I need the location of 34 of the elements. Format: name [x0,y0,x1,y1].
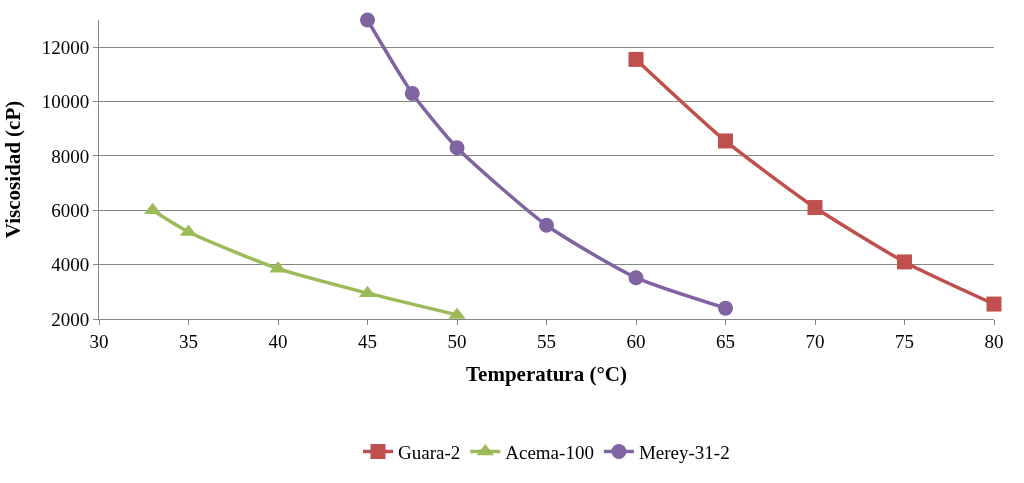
x-tick-label: 50 [447,330,467,352]
point [449,140,465,156]
y-tick-label: 6000 [51,199,90,221]
point [807,200,823,216]
y-tick-label: 8000 [51,145,90,167]
point [718,300,733,316]
x-tick-label: 65 [716,330,735,352]
point [144,202,162,215]
legend-label: Merey-31-2 [638,441,730,463]
y-tick-label: 12000 [41,36,90,58]
y-tick-label: 10000 [41,91,90,113]
x-axis-title: Temperatura (°C) [465,362,628,386]
point [539,217,554,233]
x-tick-label: 35 [179,330,198,352]
point [360,12,375,28]
x-tick-label: 30 [89,330,109,352]
point [718,133,733,149]
x-tick-label: 45 [358,330,377,352]
x-tick-label: 75 [895,330,914,352]
x-tick-label: 40 [268,330,288,352]
x-tick-label: 80 [984,330,1004,352]
x-tick-label: 70 [805,330,825,352]
point [986,296,1002,312]
legend-label: Acema-100 [505,441,594,463]
x-tick-label: 60 [626,330,646,352]
point [404,85,420,101]
point [628,51,644,67]
y-tick-label: 4000 [51,254,90,276]
y-tick-label: 2000 [51,308,90,330]
point [628,270,644,286]
legend-label: Guara-2 [398,441,461,463]
point [897,254,912,270]
x-tick-label: 55 [537,330,556,352]
y-axis-title: Viscosidad (cP) [0,100,25,239]
